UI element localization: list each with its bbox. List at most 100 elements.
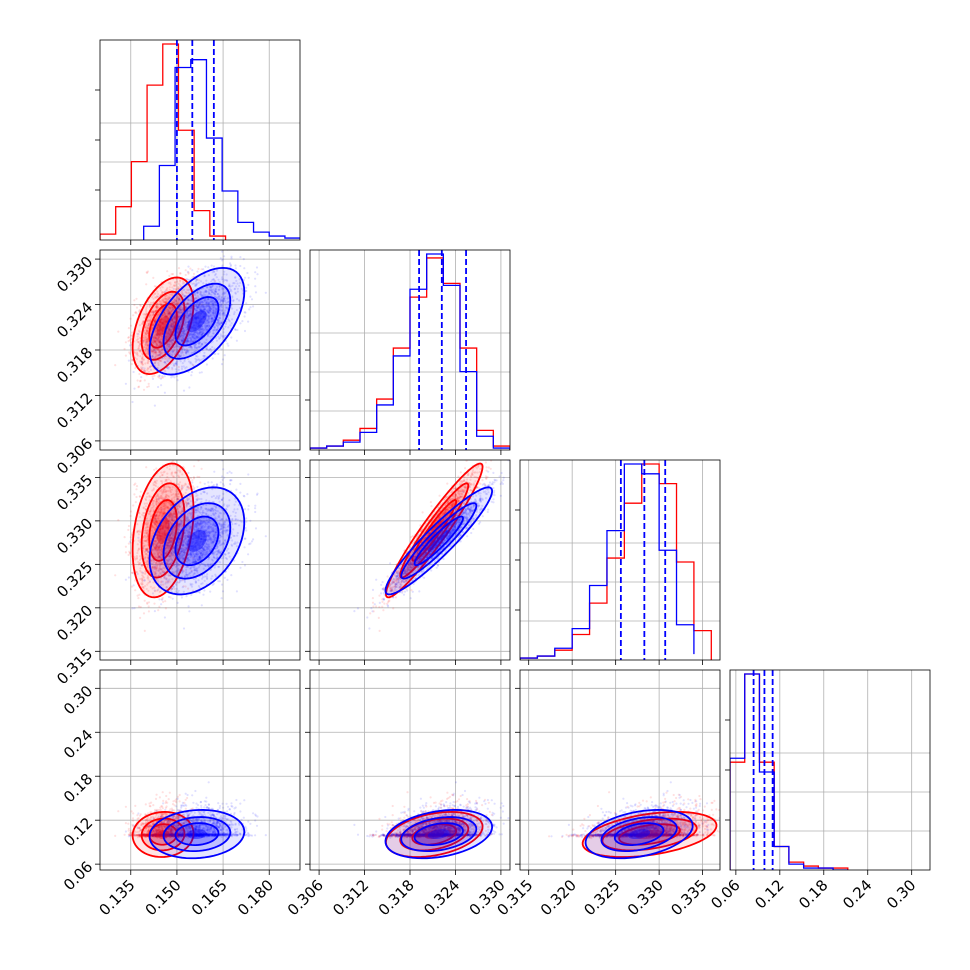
- scatter-point: [165, 288, 168, 291]
- scatter-point: [173, 348, 176, 351]
- scatter-point: [142, 313, 145, 316]
- scatter-point: [159, 309, 163, 313]
- scatter-point: [156, 331, 159, 334]
- scatter-point: [176, 280, 179, 283]
- scatter-point: [160, 328, 164, 331]
- scatter-point: [128, 352, 132, 355]
- scatter-point: [153, 404, 156, 407]
- scatter-point: [171, 319, 174, 322]
- scatter-point: [133, 483, 136, 486]
- scatter-point: [185, 302, 188, 306]
- scatter-point: [175, 287, 178, 290]
- scatter-point: [154, 340, 157, 343]
- scatter-point: [144, 336, 147, 339]
- scatter-point: [161, 322, 164, 326]
- scatter-point: [230, 255, 233, 258]
- scatter-point: [187, 357, 190, 360]
- scatter-point: [176, 327, 180, 330]
- scatter-point: [166, 344, 169, 347]
- scatter-point: [150, 311, 153, 314]
- scatter-point: [247, 283, 250, 286]
- scatter-point: [157, 329, 160, 332]
- scatter-point: [161, 292, 164, 295]
- y-tick-label: 0.324: [53, 298, 96, 341]
- scatter-point: [141, 357, 144, 360]
- scatter-point: [164, 600, 167, 603]
- scatter-point: [156, 327, 159, 330]
- scatter-point: [170, 330, 173, 333]
- scatter-point: [190, 371, 194, 374]
- scatter-point: [148, 315, 151, 319]
- scatter-point: [168, 311, 171, 314]
- scatter-point: [158, 328, 161, 331]
- scatter-point: [159, 328, 162, 332]
- scatter-point: [159, 319, 162, 322]
- scatter-point: [161, 326, 164, 329]
- scatter-point: [154, 296, 158, 299]
- scatter-point: [161, 299, 164, 302]
- scatter-point: [161, 314, 165, 317]
- scatter-point: [159, 340, 162, 343]
- scatter-point: [173, 337, 176, 340]
- scatter-point: [159, 320, 162, 323]
- scatter-point: [141, 323, 144, 326]
- scatter-point: [150, 316, 153, 319]
- scatter-point: [165, 334, 169, 337]
- scatter-point: [190, 326, 193, 329]
- scatter-point: [163, 300, 166, 304]
- scatter-point: [166, 270, 169, 273]
- scatter-point: [223, 255, 226, 258]
- scatter-point: [140, 368, 144, 371]
- scatter-point: [172, 300, 175, 303]
- scatter-point: [127, 524, 130, 528]
- scatter-point: [146, 330, 149, 333]
- scatter-point: [157, 324, 160, 327]
- scatter-point: [146, 305, 149, 308]
- scatter-point: [146, 445, 148, 447]
- scatter-point: [148, 314, 151, 317]
- scatter-point: [230, 336, 233, 339]
- scatter-point: [164, 339, 167, 342]
- scatter-point: [164, 301, 167, 304]
- scatter-point: [153, 334, 156, 337]
- scatter-point: [185, 348, 188, 351]
- scatter-point: [153, 374, 156, 377]
- scatter-point: [160, 349, 163, 352]
- scatter-point: [168, 328, 171, 331]
- scatter-point: [178, 307, 181, 310]
- scatter-point: [151, 350, 154, 353]
- scatter-point: [157, 336, 160, 339]
- scatter-point: [255, 266, 259, 269]
- scatter-point: [156, 332, 159, 335]
- scatter-point: [193, 293, 196, 296]
- scatter-point: [186, 316, 190, 319]
- scatter-point: [138, 349, 142, 352]
- scatter-point: [162, 376, 165, 379]
- scatter-point: [192, 272, 196, 275]
- scatter-point: [146, 320, 149, 323]
- scatter-point: [172, 322, 175, 325]
- scatter-point: [155, 307, 158, 310]
- scatter-point: [152, 294, 155, 297]
- scatter-point: [146, 340, 150, 343]
- scatter-point: [154, 336, 157, 339]
- scatter-point: [155, 295, 158, 298]
- scatter-point: [137, 385, 141, 388]
- scatter-point: [114, 364, 117, 367]
- scatter-point: [171, 361, 174, 364]
- scatter-point: [153, 285, 156, 288]
- y-tick-label: 0.306: [53, 435, 96, 478]
- scatter-point: [152, 311, 155, 314]
- scatter-point: [247, 276, 250, 279]
- scatter-point: [166, 316, 169, 319]
- scatter-point: [163, 300, 166, 304]
- scatter-point: [137, 310, 141, 313]
- scatter-point: [158, 332, 161, 335]
- scatter-point: [182, 389, 186, 392]
- scatter-point: [159, 332, 162, 335]
- scatter-point: [159, 332, 162, 335]
- scatter-point: [163, 312, 166, 315]
- scatter-point: [157, 323, 160, 326]
- scatter-point: [137, 386, 140, 389]
- scatter-point: [155, 342, 158, 345]
